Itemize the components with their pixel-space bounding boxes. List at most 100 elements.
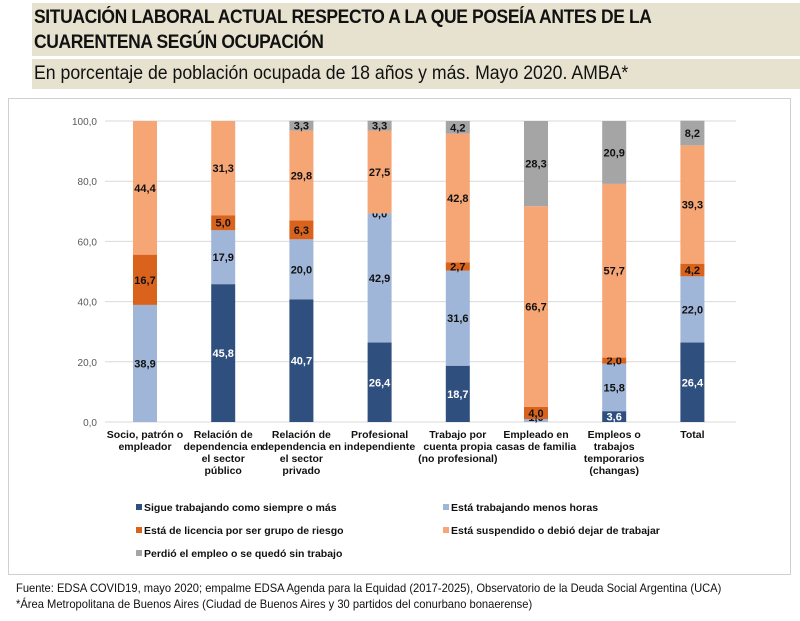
bar-segment	[133, 254, 157, 305]
y-tick-label: 0,0	[83, 418, 97, 429]
bar-segment	[602, 363, 627, 412]
chart-title-line-1: SITUACIÓN LABORAL ACTUAL RESPECTO A LA Q…	[34, 7, 652, 28]
bar-segment	[524, 206, 548, 407]
x-category-label: (changas)	[589, 465, 639, 477]
legend-swatch	[136, 527, 142, 533]
bar-segment	[211, 230, 236, 285]
legend-label: Está trabajando menos horas	[451, 502, 598, 514]
y-tick-label: 100,0	[72, 117, 97, 128]
chart-title: SITUACIÓN LABORAL ACTUAL RESPECTO A LA Q…	[34, 5, 678, 55]
x-category-label: Empleado en	[503, 429, 568, 441]
data-label: 16,7	[134, 275, 155, 287]
bar-segment	[211, 215, 236, 231]
legend-label: Está suspendido o debió dejar de trabaja…	[451, 525, 660, 537]
bar-segment	[524, 121, 548, 207]
data-label: 29,8	[291, 170, 312, 182]
bar-segment	[133, 304, 157, 422]
x-category-label: Trabajo por	[429, 429, 486, 441]
legend-swatch	[443, 527, 449, 533]
data-label: 5,0	[216, 218, 231, 230]
data-label: 31,3	[212, 163, 233, 175]
data-label: 2,0	[607, 356, 622, 368]
legend-swatch	[136, 550, 142, 556]
bar-segment	[680, 263, 705, 277]
data-label: 8,2	[685, 128, 700, 140]
y-tick-label: 40,0	[78, 298, 98, 309]
legend-swatch	[136, 504, 142, 510]
x-category-label: dependencia en	[184, 441, 263, 453]
x-category-label: Socio, patrón o	[107, 429, 183, 441]
chart-subtitle: En porcentaje de población ocupada de 18…	[34, 63, 629, 84]
bar-segment	[289, 299, 314, 422]
x-category-label: Total	[680, 429, 704, 441]
y-tick-label: 20,0	[78, 358, 98, 369]
x-category-label: cuenta propia	[423, 441, 492, 453]
data-label: 17,9	[212, 252, 233, 264]
x-category-label: Relación de	[272, 429, 331, 441]
data-label: 42,9	[369, 273, 390, 285]
x-category-label: Profesional	[351, 429, 408, 441]
bar-segment	[602, 183, 627, 358]
x-category-label: trabajos	[594, 441, 635, 453]
data-label: 40,7	[291, 356, 312, 368]
x-category-label: (no profesional)	[418, 453, 497, 465]
data-label: 39,3	[682, 200, 703, 212]
data-label: 2,7	[450, 262, 465, 274]
x-category-label: temporarios	[584, 453, 645, 465]
bar-segment	[602, 357, 627, 364]
data-label: 44,4	[134, 183, 156, 195]
chart-title-line-2: CUARENTENA SEGÚN OCUPACIÓN	[34, 32, 324, 53]
bar-segment	[680, 145, 705, 264]
legend-label: Sigue trabajando como siempre o más	[144, 502, 337, 514]
data-label: 31,6	[447, 313, 468, 325]
data-label: 45,8	[212, 348, 233, 360]
x-category-label: independiente	[344, 441, 415, 453]
data-label: 66,7	[525, 302, 546, 314]
bar-segment	[289, 239, 314, 300]
data-label: 26,4	[369, 377, 391, 389]
bar-segment	[680, 342, 705, 422]
data-label: 28,3	[525, 159, 546, 171]
bar-segment	[367, 130, 392, 214]
legend-swatch	[443, 504, 449, 510]
bar-segment	[211, 284, 236, 422]
title-band	[32, 3, 800, 56]
bar-segment	[367, 342, 392, 422]
x-category-label: el sector	[202, 453, 245, 465]
bar-segment	[133, 121, 157, 255]
x-category-label: privado	[282, 465, 320, 477]
x-category-label: público	[205, 465, 242, 477]
legend-label: Perdió el empleo o se quedó sin trabajo	[144, 548, 342, 560]
area-footnote: *Área Metropolitana de Buenos Aires (Ciu…	[16, 597, 533, 611]
x-category-label: casas de familia	[496, 441, 577, 453]
legend-label: Está de licencia por ser grupo de riesgo	[144, 525, 344, 537]
bar-segment	[445, 270, 470, 366]
data-label: 4,2	[685, 265, 700, 277]
data-label: 27,5	[369, 167, 390, 179]
data-label: 57,7	[603, 266, 624, 278]
bar-segment	[680, 276, 705, 343]
bar-segment	[211, 121, 236, 216]
bar-segment	[445, 262, 470, 271]
data-label: 4,0	[528, 408, 543, 420]
data-label: 26,4	[682, 377, 704, 389]
data-label: 4,2	[450, 122, 465, 134]
bar-segment	[445, 133, 470, 263]
x-category-label: el sector	[280, 453, 323, 465]
data-label: 6,3	[294, 225, 309, 237]
data-label: 18,7	[447, 389, 468, 401]
bar-segment	[289, 120, 314, 131]
data-label: 15,8	[603, 382, 624, 394]
bar-segment	[367, 213, 392, 343]
data-label: 3,6	[607, 412, 622, 424]
bar-segment	[289, 130, 314, 221]
bar-segment	[524, 418, 548, 422]
data-label: 20,0	[291, 264, 312, 276]
x-category-label: Empleos o	[588, 429, 641, 441]
y-tick-label: 60,0	[78, 237, 98, 248]
data-label: 20,9	[603, 147, 624, 159]
bar-segment	[680, 120, 705, 146]
data-label: 42,8	[447, 193, 468, 205]
data-label: 38,9	[134, 358, 155, 370]
